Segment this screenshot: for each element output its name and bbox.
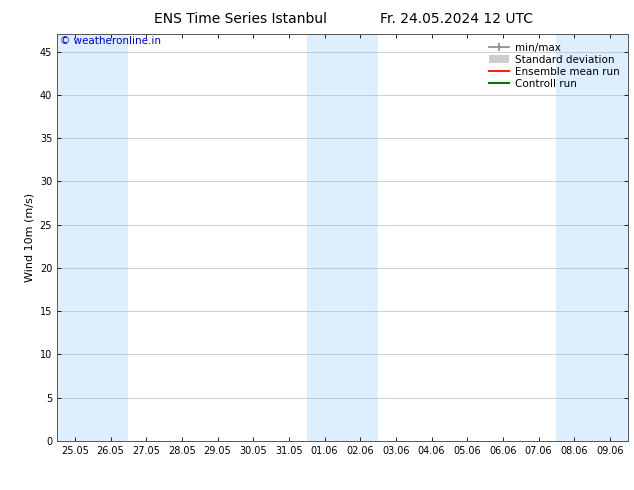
- Text: Fr. 24.05.2024 12 UTC: Fr. 24.05.2024 12 UTC: [380, 12, 533, 26]
- Legend: min/max, Standard deviation, Ensemble mean run, Controll run: min/max, Standard deviation, Ensemble me…: [486, 40, 623, 92]
- Bar: [57, 34, 128, 441]
- Bar: [557, 34, 628, 441]
- Text: ENS Time Series Istanbul: ENS Time Series Istanbul: [155, 12, 327, 26]
- Y-axis label: Wind 10m (m/s): Wind 10m (m/s): [24, 193, 34, 282]
- Bar: [307, 34, 378, 441]
- Text: © weatheronline.in: © weatheronline.in: [60, 36, 161, 47]
